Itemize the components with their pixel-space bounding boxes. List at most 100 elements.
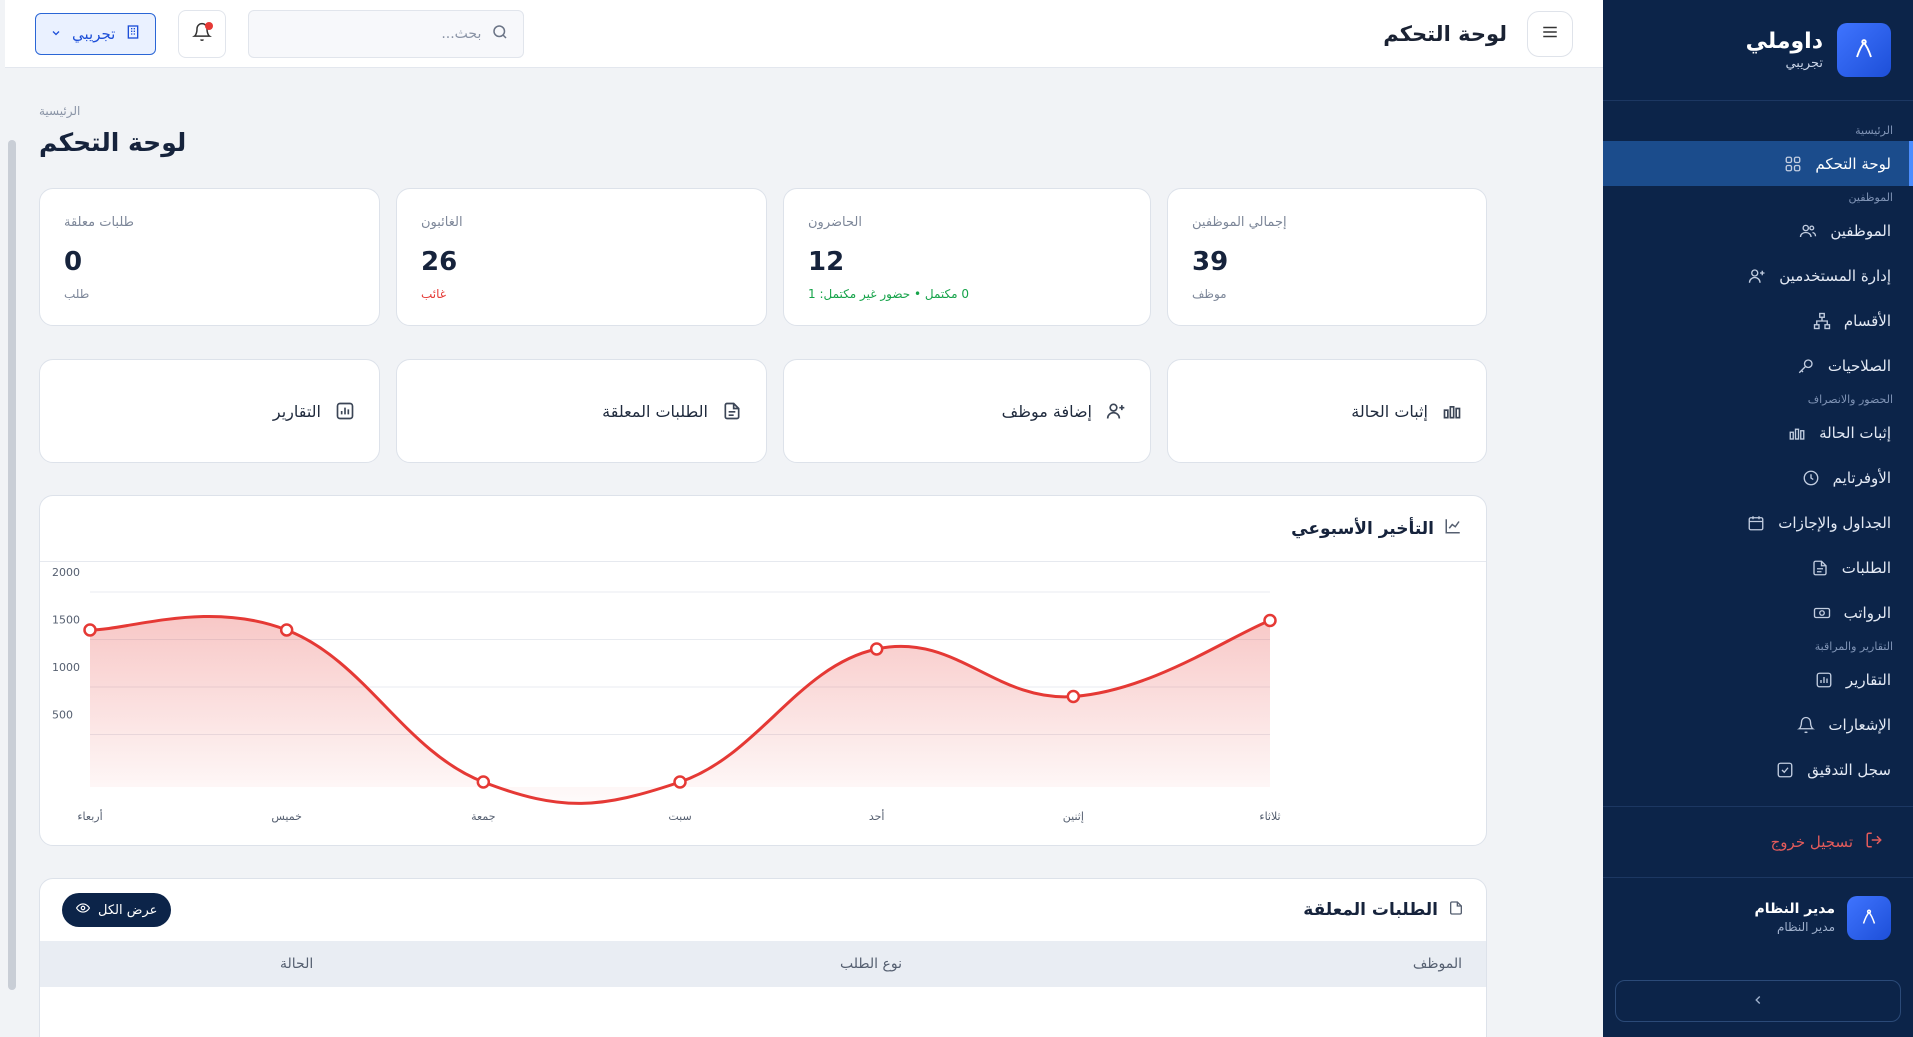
x-tick-label: أربعاء: [77, 809, 102, 823]
weekly-delay-chart-card: التأخير الأسبوعي 2000 1500 1000 500 أربعاء خم…: [39, 495, 1487, 846]
document-icon: [720, 399, 744, 423]
logout-label: تسجيل خروج: [1770, 833, 1853, 851]
sidebar-item[interactable]: الأقسام: [1603, 298, 1913, 343]
x-tick-label: إثنين: [1063, 810, 1084, 823]
data-point[interactable]: [869, 642, 884, 656]
column-request-type[interactable]: نوع الطلب: [840, 956, 902, 972]
series-area: [90, 616, 1270, 804]
scrollbar[interactable]: [8, 140, 16, 990]
menu-toggle-button[interactable]: [1527, 10, 1573, 57]
data-point[interactable]: [1263, 613, 1277, 628]
grid-icon: [1783, 154, 1803, 174]
money-icon: [1812, 603, 1832, 623]
stat-label: إجمالي الموظفين: [1192, 215, 1287, 230]
action-add-employee[interactable]: إضافة موظف: [783, 359, 1151, 463]
bell-icon: [192, 22, 213, 46]
data-point[interactable]: [673, 775, 687, 789]
sidebar-item-label: الرواتب: [1843, 603, 1891, 622]
search-input[interactable]: [263, 25, 482, 42]
breadcrumb: الرئيسية: [39, 104, 81, 118]
stat-label: طلبات معلقة: [64, 215, 134, 230]
sidebar-item[interactable]: الرواتب: [1603, 590, 1913, 635]
action-status-proof[interactable]: إثبات الحالة: [1167, 359, 1487, 463]
stat-label: الغائبون: [421, 215, 463, 230]
sidebar-item-label: الجداول والإجازات: [1778, 513, 1891, 532]
sidebar-item[interactable]: الصلاحيات: [1603, 343, 1913, 388]
sidebar-item[interactable]: الموظفين: [1603, 208, 1913, 253]
sidebar-item[interactable]: إثبات الحالة: [1603, 410, 1913, 455]
document-icon: [1810, 558, 1830, 578]
key-icon: [1796, 356, 1816, 376]
x-tick-label: جمعة: [471, 810, 495, 823]
y-tick-label: 500: [52, 709, 73, 722]
pending-requests-title: الطلبات المعلقة: [1303, 900, 1464, 921]
user-plus-icon: [1747, 266, 1767, 286]
clock-icon: [1801, 468, 1821, 488]
action-label: الطلبات المعلقة: [602, 401, 708, 421]
page-title: لوحة التحكم: [39, 128, 187, 157]
stat-label: الحاضرون: [808, 215, 862, 230]
chevron-down-icon: [50, 25, 62, 43]
sidebar-item[interactable]: إدارة المستخدمين: [1603, 253, 1913, 298]
user-profile[interactable]: مدير النظام مدير النظام: [1603, 877, 1913, 957]
column-employee[interactable]: الموظف: [1412, 956, 1462, 972]
company-selector[interactable]: تجريبي: [35, 12, 157, 55]
sidebar-item[interactable]: لوحة التحكم: [1603, 141, 1913, 186]
building-icon: [125, 24, 141, 44]
sidebar-item-label: لوحة التحكم: [1815, 154, 1891, 173]
data-point[interactable]: [1066, 689, 1081, 704]
stat-card-pending-requests[interactable]: طلبات معلقة 0 طلب: [39, 188, 380, 326]
sidebar-item-label: التقارير: [1845, 670, 1891, 689]
avatar: [1847, 895, 1891, 940]
action-label: إضافة موظف: [1001, 401, 1092, 421]
bell-icon: [1796, 715, 1816, 735]
stat-card-absent[interactable]: الغائبون 26 غائب: [396, 188, 767, 326]
sidebar-item[interactable]: الجداول والإجازات: [1603, 500, 1913, 545]
sidebar-item[interactable]: الطلبات: [1603, 545, 1913, 590]
action-pending-requests[interactable]: الطلبات المعلقة: [396, 359, 767, 463]
chart-header: التأخير الأسبوعي: [40, 496, 1486, 562]
sidebar-item[interactable]: التقارير: [1603, 657, 1913, 702]
brand-sub: تجريبي: [1785, 56, 1823, 71]
company-name: تجريبي: [72, 24, 116, 43]
y-tick-label: 1500: [52, 614, 80, 627]
logout-button[interactable]: تسجيل خروج: [1603, 807, 1913, 877]
data-point[interactable]: [476, 775, 491, 789]
sidebar-item-label: الموظفين: [1830, 221, 1891, 240]
data-point[interactable]: [279, 623, 294, 637]
stat-card-total-employees[interactable]: إجمالي الموظفين 39 موظف: [1167, 188, 1487, 326]
sidebar-item-label: الطلبات: [1841, 558, 1891, 577]
menu-icon: [1541, 23, 1559, 45]
data-point[interactable]: [83, 623, 97, 637]
notifications-button[interactable]: [178, 9, 227, 58]
collapse-sidebar-button[interactable]: [1615, 980, 1901, 1022]
sidebar-item[interactable]: الأوفرتايم: [1603, 455, 1913, 500]
document-icon: [1448, 900, 1464, 921]
sidebar-item[interactable]: سجل التدقيق: [1603, 747, 1913, 792]
stat-value: 39: [1192, 247, 1229, 277]
logout-icon: [1865, 831, 1883, 853]
table-header: الموظف نوع الطلب الحالة: [40, 941, 1486, 987]
chart-title: التأخير الأسبوعي: [1291, 518, 1434, 539]
nav-section-title: الموظفين: [1848, 190, 1893, 204]
sidebar-item-label: الإشعارات: [1828, 715, 1891, 734]
view-all-button[interactable]: عرض الكل: [62, 893, 172, 927]
stat-value: 26: [421, 247, 458, 277]
action-reports[interactable]: التقارير: [39, 359, 380, 463]
stat-card-present[interactable]: الحاضرون 12 0 مكتمل • حضور غير مكتمل: 1: [783, 188, 1151, 326]
notification-dot: [205, 21, 214, 30]
stat-sub: موظف: [1192, 287, 1227, 301]
column-status[interactable]: الحالة: [280, 956, 314, 972]
x-tick-label: أحد: [869, 809, 885, 823]
chevron-left-icon: [1751, 992, 1765, 1011]
sidebar-item[interactable]: الإشعارات: [1603, 702, 1913, 747]
weekly-delay-chart: 2000 1500 1000 500 أربعاء خميس جمعة سبت أحد إثنين…: [52, 566, 1281, 823]
sidebar-item-label: إدارة المستخدمين: [1779, 266, 1891, 285]
brand-logo-icon: [1837, 23, 1891, 77]
bars-icon: [1787, 423, 1807, 443]
view-all-label: عرض الكل: [98, 902, 158, 918]
sidebar-item-label: الصلاحيات: [1827, 356, 1891, 375]
sidebar-item-label: إثبات الحالة: [1819, 423, 1891, 442]
action-label: إثبات الحالة: [1351, 401, 1428, 421]
bars-icon: [1440, 399, 1464, 423]
